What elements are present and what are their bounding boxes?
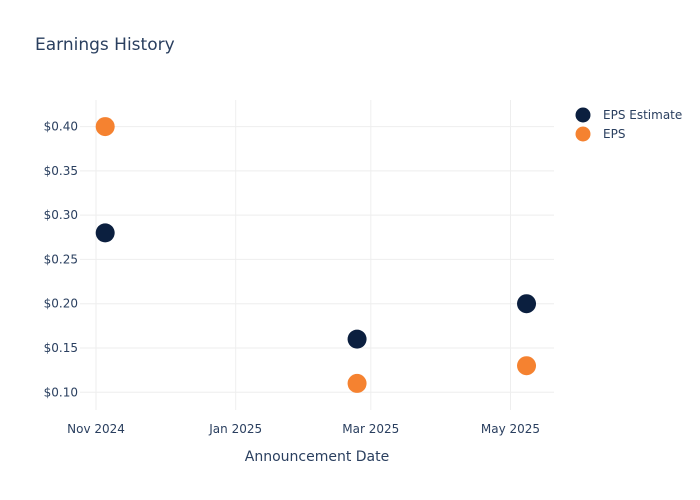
data-points — [95, 117, 537, 393]
legend-label-eps-estimate[interactable]: EPS Estimate — [603, 108, 682, 122]
legend-label-eps[interactable]: EPS — [603, 127, 625, 141]
eps-estimate-point[interactable] — [517, 294, 537, 314]
x-axis-title: Announcement Date — [245, 449, 389, 465]
x-tick-label: Jan 2025 — [208, 422, 262, 436]
x-axis-ticks: Nov 2024 Jan 2025 Mar 2025 May 2025 — [67, 422, 540, 436]
legend-marker-eps-estimate[interactable] — [575, 107, 591, 123]
grid — [80, 100, 554, 410]
y-tick-label: $0.35 — [44, 164, 78, 178]
y-axis-ticks: $0.10 $0.15 $0.20 $0.25 $0.30 $0.35 $0.40 — [44, 120, 78, 400]
y-tick-label: $0.40 — [44, 120, 78, 134]
eps-point[interactable] — [517, 356, 537, 376]
x-tick-label: May 2025 — [481, 422, 540, 436]
y-tick-label: $0.20 — [44, 297, 78, 311]
legend[interactable]: EPS Estimate EPS — [575, 107, 683, 142]
x-tick-label: Nov 2024 — [67, 422, 125, 436]
eps-point[interactable] — [347, 373, 367, 393]
y-tick-label: $0.25 — [44, 252, 78, 266]
x-tick-label: Mar 2025 — [342, 422, 399, 436]
y-tick-label: $0.10 — [44, 385, 78, 399]
y-tick-label: $0.30 — [44, 208, 78, 222]
chart-title: Earnings History — [35, 35, 175, 55]
legend-marker-eps[interactable] — [575, 126, 591, 142]
eps-estimate-point[interactable] — [347, 329, 367, 349]
eps-point[interactable] — [95, 117, 115, 137]
eps-estimate-point[interactable] — [95, 223, 115, 243]
y-tick-label: $0.15 — [44, 341, 78, 355]
